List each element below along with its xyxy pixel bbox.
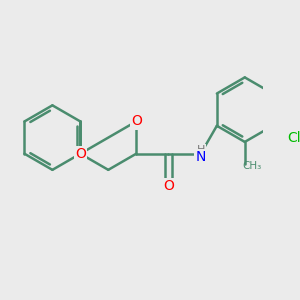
Text: O: O [163, 179, 174, 193]
Text: CH₃: CH₃ [242, 161, 262, 171]
Text: O: O [75, 147, 86, 161]
Text: Cl: Cl [287, 131, 300, 145]
Text: H: H [196, 145, 205, 155]
Text: O: O [131, 115, 142, 128]
Text: N: N [196, 150, 206, 164]
